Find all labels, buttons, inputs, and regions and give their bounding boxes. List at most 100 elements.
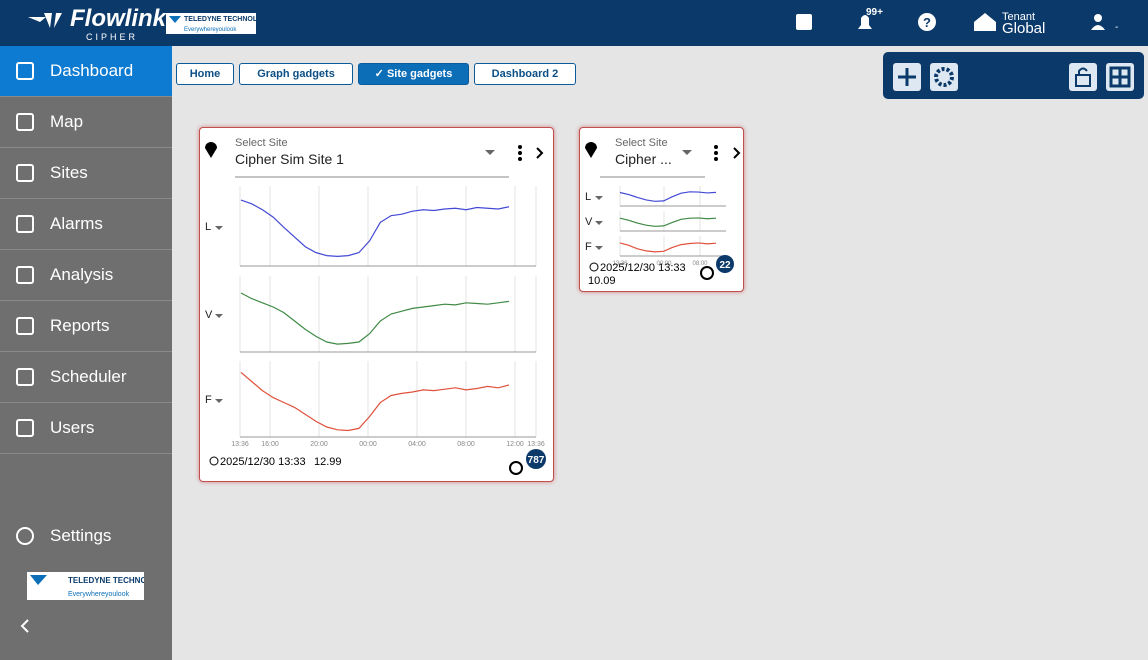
dropdown-caret[interactable]	[485, 150, 495, 155]
series-line	[619, 242, 717, 253]
series-label: V	[585, 216, 593, 228]
site-name[interactable]: Cipher ...	[615, 151, 672, 167]
timestamp: 2025/12/30 13:33	[600, 262, 686, 274]
partner-logo	[166, 13, 256, 34]
lock-shackle	[1078, 67, 1088, 75]
top-bar: Flowlink CIPHER TELEDYNE TECHNOLOGIES Ev…	[0, 0, 1148, 46]
series-line	[619, 217, 717, 227]
nav-item[interactable]: Users	[0, 403, 172, 454]
nav-item[interactable]: Analysis	[0, 250, 172, 301]
x-tick-label: 08:00	[692, 261, 708, 267]
tab-label: Graph gadgets	[257, 68, 335, 80]
nav-icon	[16, 215, 34, 233]
series-caret	[595, 246, 603, 250]
top-bar-graphics: Flowlink CIPHER TELEDYNE TECHNOLOGIES Ev…	[28, 5, 1118, 42]
lock	[1075, 67, 1091, 87]
series-caret	[215, 314, 223, 318]
dropdown-caret[interactable]	[682, 150, 692, 155]
bell-icon[interactable]	[858, 15, 872, 29]
lock-button[interactable]	[1069, 63, 1097, 91]
settings-icon	[16, 527, 34, 545]
nav-icon	[16, 419, 34, 437]
nav-item[interactable]: Alarms	[0, 199, 172, 250]
nav-item[interactable]: Scheduler	[0, 352, 172, 403]
nav-label: Sites	[50, 163, 88, 182]
nav-item[interactable]: Sites	[0, 148, 172, 199]
grid-path	[1109, 66, 1131, 88]
alarm-badge	[526, 449, 546, 469]
nav-label: Alarms	[50, 214, 103, 233]
next-chevron[interactable]	[733, 147, 741, 159]
partner-name: TELEDYNE TECHNOLOGIES	[184, 16, 280, 23]
help-mark: ?	[923, 15, 931, 30]
user-name: -	[1115, 22, 1118, 33]
x-tick-label: 13:36	[527, 441, 545, 448]
x-tick-label: 00:00	[359, 441, 377, 448]
plus	[898, 68, 916, 86]
menu-dot	[518, 151, 522, 155]
user-icon-body	[1091, 25, 1105, 30]
add-button[interactable]	[893, 63, 921, 91]
user-icon[interactable]	[1094, 14, 1102, 22]
gear	[934, 67, 954, 87]
logo-tagline: Everywhereyoulook	[68, 591, 130, 598]
tab-check: ✓	[374, 68, 384, 80]
series-line	[619, 191, 717, 202]
tab[interactable]: Home	[176, 63, 234, 85]
timestamp: 2025/12/30 13:33	[220, 456, 306, 468]
pin-icon	[585, 142, 597, 158]
site-name[interactable]: Cipher Sim Site 1	[235, 151, 344, 167]
series-line	[240, 199, 510, 257]
tab[interactable]: Graph gadgets	[239, 63, 353, 85]
series-caret	[215, 226, 223, 230]
menu-dot	[518, 157, 522, 161]
layout-button[interactable]	[1106, 63, 1134, 91]
reports-icon[interactable]	[796, 14, 812, 30]
alarm-icon[interactable]	[509, 461, 523, 475]
pin-icon	[205, 142, 217, 158]
menu-dot	[518, 145, 522, 149]
nav-label: Analysis	[50, 265, 114, 284]
tab[interactable]: Dashboard 2	[474, 63, 576, 85]
alarm-icon[interactable]	[700, 266, 714, 280]
settings-item[interactable]: Settings	[0, 511, 172, 561]
tab-label: Site gadgets	[386, 68, 453, 80]
nav-item[interactable]: Reports	[0, 301, 172, 352]
reading: 12.99	[314, 456, 342, 468]
settings-button[interactable]	[930, 63, 958, 91]
menu-dot	[714, 151, 718, 155]
sidebar-partner-logo: TELEDYNE TECHNOLOGIES Everywhereyoulook	[27, 572, 144, 600]
series-label: L	[585, 191, 591, 203]
x-tick-label: 13:36	[612, 261, 628, 267]
x-tick-label: 00:00	[656, 261, 672, 267]
next-chevron[interactable]	[536, 147, 544, 159]
brand-sub: CIPHER	[86, 32, 138, 42]
nav-label: Users	[50, 418, 95, 437]
nav-label: Reports	[50, 316, 110, 335]
reading: 10.09	[588, 275, 616, 287]
menu-dot	[714, 157, 718, 161]
nav-item[interactable]: Map	[0, 97, 172, 148]
grid	[1109, 66, 1131, 88]
x-tick-label: 16:00	[261, 441, 279, 448]
x-tick-label: 12:00	[506, 441, 524, 448]
nav-item[interactable]: Dashboard	[0, 46, 172, 97]
series-label: V	[205, 309, 213, 321]
lock-body	[1075, 74, 1091, 87]
plus-path	[898, 68, 916, 86]
tenant-name[interactable]: Global	[1002, 20, 1045, 37]
tenant-icon[interactable]	[974, 13, 996, 31]
series-line	[240, 371, 510, 432]
tab[interactable]: ✓ Site gadgets	[358, 63, 469, 85]
chevron	[20, 619, 29, 633]
x-tick-label: 08:00	[457, 441, 475, 448]
help-icon[interactable]	[918, 13, 936, 31]
collapse-button[interactable]	[18, 618, 32, 634]
series-label: L	[205, 221, 211, 233]
toolbar	[883, 52, 1144, 99]
series-caret	[595, 196, 603, 200]
select-label: Select Site	[235, 137, 288, 149]
x-tick-label: 04:00	[408, 441, 426, 448]
brand: Flowlink	[70, 5, 168, 32]
